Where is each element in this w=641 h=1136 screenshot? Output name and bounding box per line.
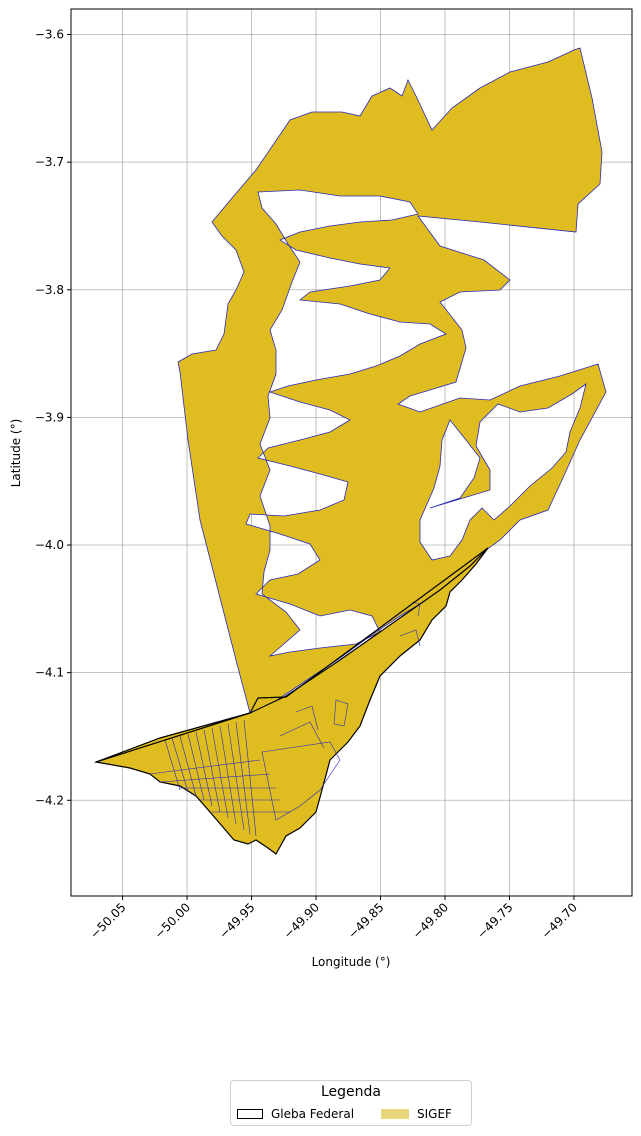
- legend-label-sigef: SIGEF: [417, 1107, 452, 1121]
- axes: [70, 8, 633, 897]
- x-tick-label: −49.75: [474, 900, 515, 941]
- y-tick-label: −4.1: [35, 666, 64, 680]
- y-axis-label: Latitude (°): [9, 419, 23, 488]
- x-tick-label: −50.05: [87, 900, 128, 941]
- x-tick-label: −49.80: [410, 900, 451, 941]
- y-tick-label: −4.0: [35, 538, 64, 552]
- sigef-parcels: [149, 601, 421, 837]
- legend-item-gleba-federal: Gleba Federal: [237, 1107, 354, 1121]
- x-tick-label: −49.95: [216, 900, 257, 941]
- sigef-main-polygon: [177, 47, 607, 714]
- legend-title: Legenda: [320, 1084, 381, 1100]
- legend-swatch-outline: [237, 1109, 263, 1119]
- x-tick-label: −49.70: [539, 900, 580, 941]
- x-tick-label: −50.00: [152, 900, 193, 941]
- x-axis-label: Longitude (°): [312, 955, 391, 969]
- y-tick-label: −3.8: [35, 283, 64, 297]
- legend-swatch-fill: [381, 1109, 409, 1119]
- y-tick-label: −3.9: [35, 410, 64, 424]
- x-axis-ticks: −50.05 −50.00 −49.95 −49.90 −49.85 −49.80 −49.…: [87, 896, 580, 942]
- legend-label-gleba-federal: Gleba Federal: [271, 1107, 355, 1121]
- legend-item-sigef: SIGEF: [381, 1107, 452, 1121]
- sigef-south-polygon: [93, 547, 489, 855]
- y-tick-label: −4.2: [35, 793, 64, 807]
- x-tick-label: −49.90: [281, 900, 322, 941]
- gleba-federal-outline: [95, 547, 489, 763]
- legend: Legenda Gleba Federal SIGEF: [230, 1080, 472, 1126]
- map-chart: −50.05 −50.00 −49.95 −49.90 −49.85 −49.80 −49.…: [9, 8, 633, 969]
- y-axis-ticks: −3.6 −3.7 −3.8 −3.9 −4.0 −4.1 −4.2: [35, 28, 71, 807]
- y-tick-label: −3.7: [35, 155, 64, 169]
- y-tick-label: −3.6: [35, 28, 64, 42]
- x-tick-label: −49.85: [345, 900, 386, 941]
